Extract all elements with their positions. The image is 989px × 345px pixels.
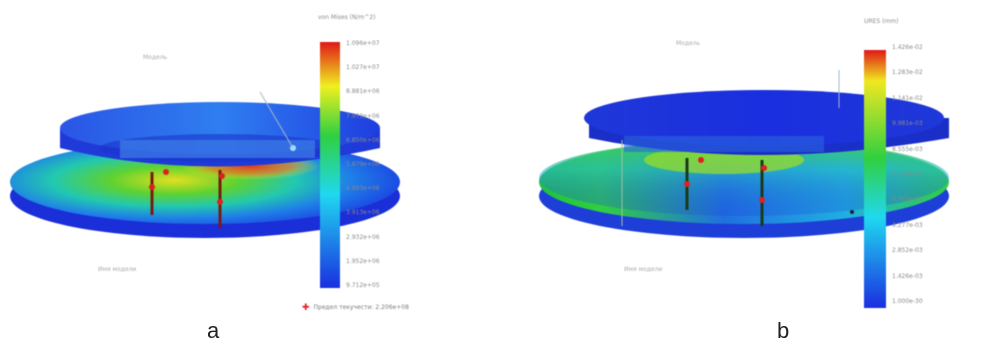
colorbar-tick: 8.881e+06 <box>346 88 380 96</box>
model-label: Модель <box>143 54 168 61</box>
colorbar-tick: 4.277e-03 <box>892 221 923 229</box>
colorbar-tick: 1.027e+07 <box>346 64 380 72</box>
colorbar-tick: 4.893e+06 <box>346 185 380 193</box>
model-label: Модель <box>676 40 701 47</box>
yield-legend-text: Предел текучести: 2.206e+08 <box>313 304 409 311</box>
panel-letter-a: a <box>207 318 220 343</box>
colorbar-title: URES (mm) <box>864 18 899 25</box>
panel-letter-b: b <box>777 318 790 343</box>
stress-plot-a <box>10 42 400 288</box>
colorbar-ticks: 1.096e+07 1.027e+07 8.881e+06 7.973e+06 … <box>346 40 380 290</box>
colorbar-tick: 2.932e+06 <box>346 233 380 241</box>
colorbar-tick: 1.283e-02 <box>892 69 923 77</box>
model-name-label: Имя модели <box>98 266 137 273</box>
colorbar-tick: 7.973e+06 <box>346 112 380 120</box>
model-name-label: Имя модели <box>624 266 663 273</box>
colorbar-ticks: 1.426e-02 1.283e-02 1.141e-02 9.981e-03 … <box>892 44 923 306</box>
colorbar-tick: 8.555e-03 <box>892 145 923 153</box>
yield-marker-icon: ✚ <box>302 302 310 312</box>
colorbar-tick: 5.703e-03 <box>892 196 923 204</box>
colorbar-tick: 9.712e+05 <box>346 281 380 289</box>
colorbar-tick: 7.129e-03 <box>892 170 923 178</box>
colorbar-tick: 1.426e-02 <box>892 44 923 51</box>
colorbar-title: von Mises (N/m^2) <box>318 14 376 21</box>
colorbar-tick: 1.952e+06 <box>346 257 380 265</box>
colorbar-tick: 2.852e-03 <box>892 247 923 255</box>
colorbar-tick: 6.850e+06 <box>346 136 380 144</box>
colorbar-tick: 1.096e+07 <box>346 40 380 47</box>
colorbar-tick: 1.141e-02 <box>892 94 923 102</box>
displacement-plot-b <box>539 50 949 308</box>
panel-b: Модель Имя модели URES (mm) 1.426e-02 1.… <box>494 0 989 345</box>
panel-a: Модель Имя модели von Mises (N/m^2) 1.09… <box>0 0 494 345</box>
colorbar-tick: 9.981e-03 <box>892 120 923 128</box>
colorbar-tick: 1.426e-03 <box>892 272 923 280</box>
yield-legend: ✚ Предел текучести: 2.206e+08 <box>302 303 409 312</box>
colorbar-tick: 5.879e+06 <box>346 160 380 168</box>
colorbar-tick: 1.000e-30 <box>892 297 923 305</box>
colorbar-tick: 3.913e+06 <box>346 209 380 217</box>
